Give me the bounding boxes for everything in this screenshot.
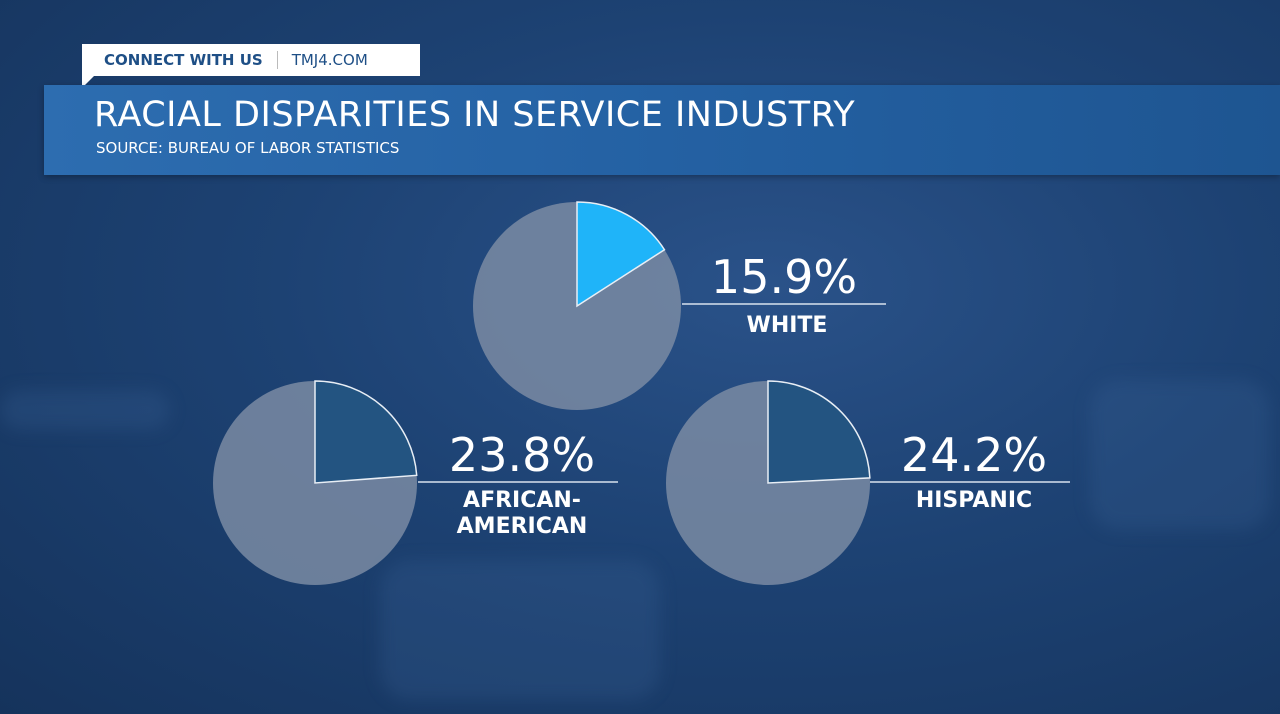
- category-line: AFRICAN-: [463, 488, 581, 513]
- category-label-hispanic: HISPANIC: [915, 488, 1033, 513]
- value-label-white: 15.9%: [710, 250, 858, 304]
- pie-slice-highlight: [576, 201, 666, 308]
- value-label-hispanic: 24.2%: [900, 428, 1048, 482]
- divider: [276, 51, 278, 69]
- connect-label: CONNECT WITH US: [104, 51, 263, 69]
- site-link[interactable]: TMJ4.COM: [291, 51, 368, 69]
- pie-slice-highlight: [314, 380, 418, 484]
- page-title: RACIAL DISPARITIES IN SERVICE INDUSTRY: [94, 95, 856, 135]
- background-shape: [1090, 380, 1270, 530]
- source-text: SOURCE: BUREAU OF LABOR STATISTICS: [96, 139, 400, 157]
- background-shape: [0, 390, 170, 430]
- value-label-african-american: 23.8%: [448, 428, 596, 482]
- category-line: AMERICAN: [456, 514, 588, 539]
- category-label-white: WHITE: [746, 313, 828, 338]
- category-label-african-american: AFRICAN- AMERICAN: [422, 488, 622, 540]
- background-shape: [380, 560, 660, 700]
- header-bar: RACIAL DISPARITIES IN SERVICE INDUSTRY S…: [44, 85, 1280, 175]
- pie-slice-highlight: [767, 380, 871, 484]
- connect-banner[interactable]: CONNECT WITH US TMJ4.COM: [82, 44, 420, 76]
